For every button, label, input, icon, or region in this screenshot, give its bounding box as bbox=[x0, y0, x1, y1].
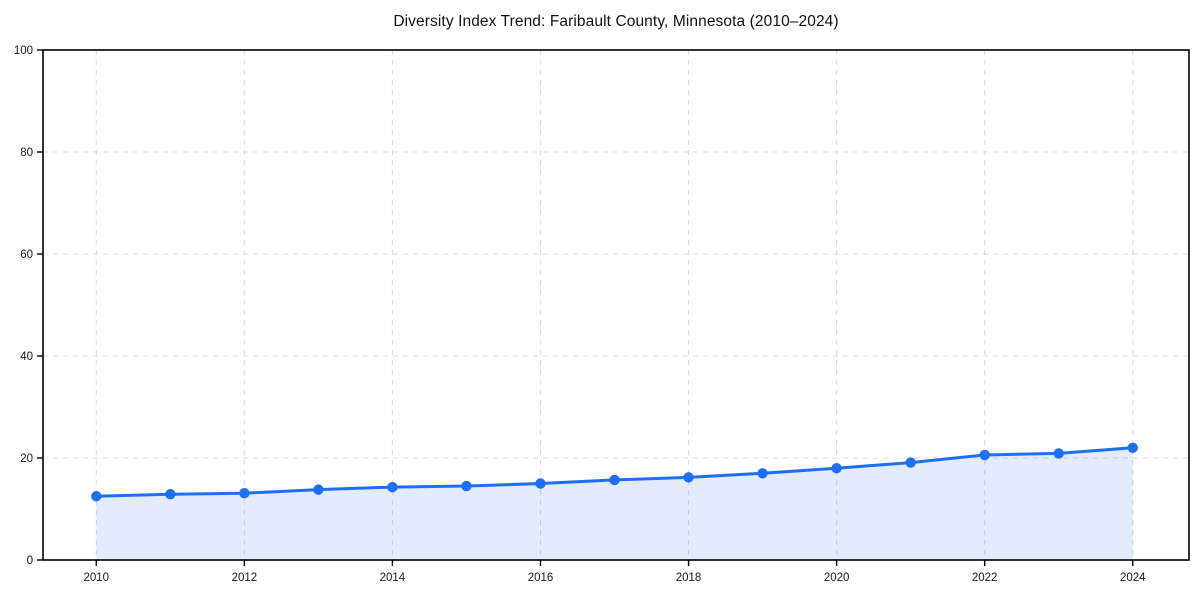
x-tick-label: 2018 bbox=[676, 572, 702, 584]
data-point bbox=[387, 481, 398, 493]
chart-title: Diversity Index Trend: Faribault County,… bbox=[393, 13, 839, 30]
data-point bbox=[609, 474, 620, 486]
y-tick-label: 20 bbox=[20, 453, 33, 465]
x-tick-label: 2020 bbox=[824, 572, 850, 584]
y-tick-label: 60 bbox=[20, 249, 33, 261]
data-point bbox=[461, 480, 472, 492]
data-point bbox=[165, 489, 176, 500]
data-point bbox=[239, 487, 250, 499]
x-tick-label: 2016 bbox=[528, 572, 554, 584]
y-tick-label: 0 bbox=[27, 555, 33, 567]
data-point bbox=[91, 491, 102, 502]
data-point bbox=[1053, 448, 1064, 459]
data-point bbox=[535, 478, 546, 489]
data-point bbox=[757, 468, 768, 479]
data-point bbox=[1127, 442, 1138, 453]
x-tick-label: 2022 bbox=[972, 572, 998, 584]
data-point bbox=[979, 449, 990, 461]
y-tick-label: 100 bbox=[14, 45, 33, 57]
y-tick-label: 80 bbox=[20, 147, 33, 159]
data-point bbox=[831, 463, 842, 474]
data-point bbox=[905, 457, 916, 468]
area-fill bbox=[96, 447, 1133, 560]
x-tick-label: 2024 bbox=[1120, 572, 1146, 584]
data-point bbox=[683, 472, 694, 483]
x-tick-label: 2012 bbox=[232, 572, 258, 584]
y-tick-label: 40 bbox=[20, 351, 33, 363]
plot-border bbox=[42, 49, 1190, 561]
data-point bbox=[313, 484, 324, 495]
x-tick-label: 2014 bbox=[380, 572, 406, 584]
x-tick-label: 2010 bbox=[84, 572, 110, 584]
